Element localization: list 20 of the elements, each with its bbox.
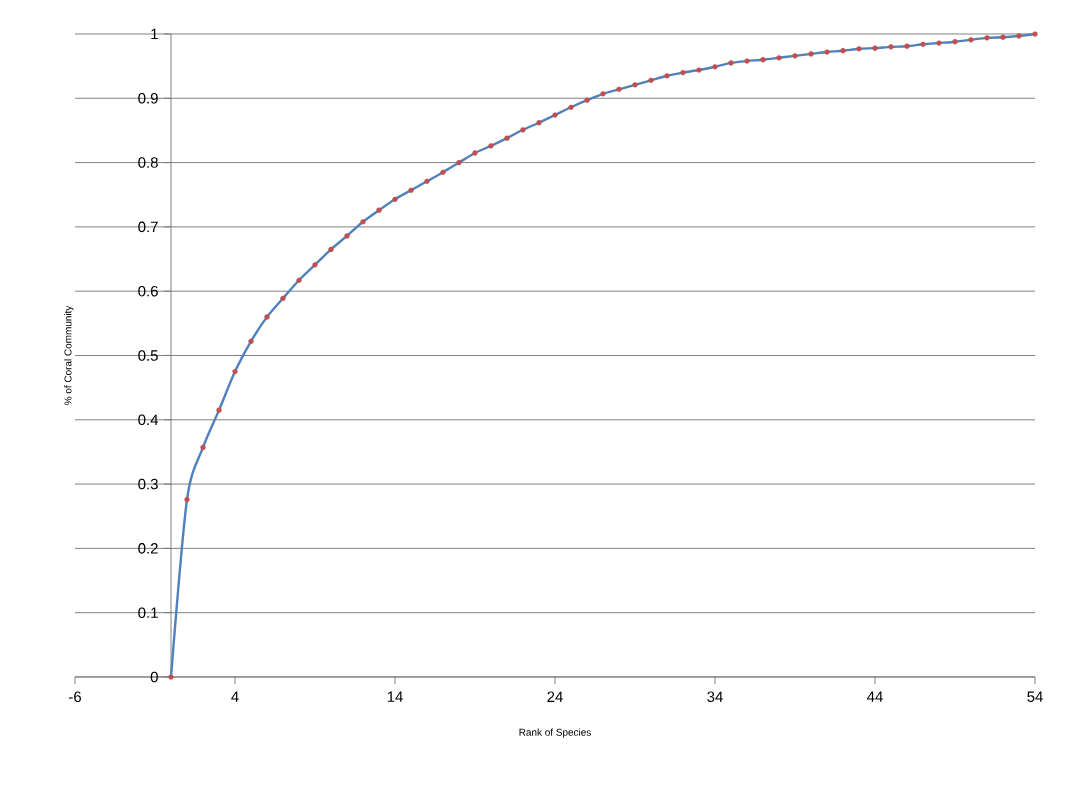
y-axis-title: % of Coral Community xyxy=(64,305,74,405)
x-tick-label: 14 xyxy=(387,691,403,702)
y-tick-label: 0.8 xyxy=(138,157,158,168)
y-tick-label: 0.6 xyxy=(138,285,158,297)
y-tick-label: 0.4 xyxy=(138,414,159,426)
y-tick-label: 0.3 xyxy=(138,478,158,490)
x-tick-label: 54 xyxy=(1027,691,1043,702)
y-tick-label: 0.7 xyxy=(138,221,158,233)
x-tick-label: 34 xyxy=(707,691,723,703)
x-axis-title: Rank of Species xyxy=(519,728,591,738)
x-tick-label: 24 xyxy=(547,691,563,702)
x-tick-label: -6 xyxy=(69,691,81,703)
x-tick-label: 4 xyxy=(231,691,239,702)
y-tick-label: 0.1 xyxy=(138,607,158,618)
y-tick-label: 0 xyxy=(150,671,158,683)
y-tick-label: 0.2 xyxy=(138,543,158,554)
y-tick-label: 0.9 xyxy=(138,92,158,104)
y-tick-label: 0.5 xyxy=(138,350,158,361)
y-tick-label: 1 xyxy=(151,28,158,40)
x-tick-label: 44 xyxy=(867,691,883,702)
